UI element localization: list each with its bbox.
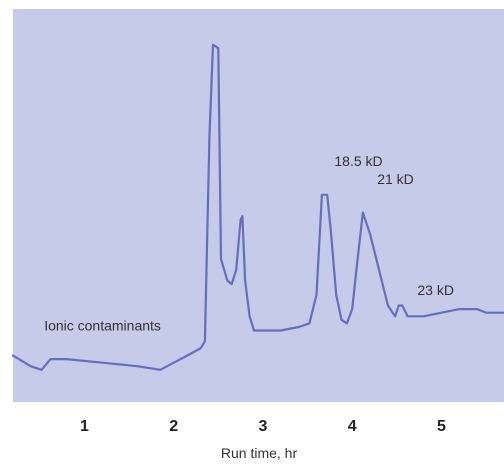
- trace-layer: [11, 43, 504, 371]
- peak-annotation: 23 kD: [417, 282, 454, 298]
- x-tick-labels: 1 2 3 4 5: [80, 418, 446, 435]
- peak-annotations: Ionic contaminants 18.5 kD 21 kD 23 kD: [44, 153, 454, 333]
- x-tick-label: 1: [80, 418, 89, 435]
- peak-annotation: Ionic contaminants: [44, 318, 161, 334]
- x-tick-label: 4: [348, 418, 357, 435]
- chromatogram-trace: [11, 43, 504, 371]
- peak-annotation: 18.5 kD: [334, 153, 382, 169]
- x-tick-label: 5: [437, 418, 446, 435]
- plot-area: [13, 9, 504, 402]
- x-tick-label: 2: [169, 418, 178, 435]
- peak-annotation: 21 kD: [377, 171, 414, 187]
- x-axis-label: Run time, hr: [221, 445, 298, 461]
- x-tick-label: 3: [259, 418, 268, 435]
